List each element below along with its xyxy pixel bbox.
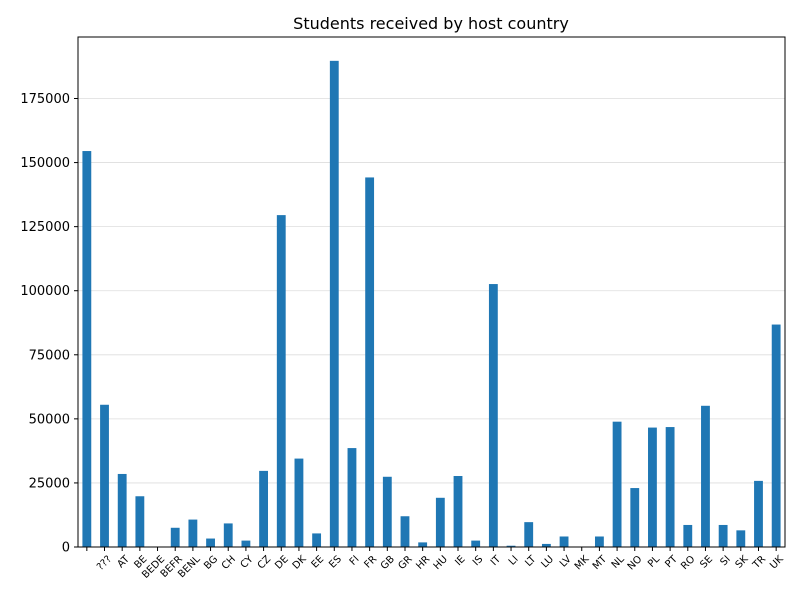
gridlines [78, 98, 785, 548]
bar [718, 524, 728, 547]
bar [82, 151, 92, 547]
y-axis: 0 25000 50000 75000 100000 125000 150000 175000 [20, 92, 78, 556]
x-tick-label: LV [558, 554, 574, 570]
bar [754, 480, 763, 547]
bar [612, 421, 622, 547]
x-tick-label: SI [718, 554, 732, 568]
bar [453, 476, 463, 547]
bar [683, 524, 693, 547]
bar [276, 215, 286, 547]
y-tick-label: 150000 [20, 156, 70, 171]
bar [488, 284, 498, 547]
x-tick-label: BG [202, 554, 220, 572]
bar [259, 470, 269, 547]
bar [701, 405, 710, 547]
bar [241, 540, 251, 547]
x-tick-label: FR [363, 554, 380, 571]
bar [117, 473, 127, 547]
x-tick-label: IE [453, 554, 467, 568]
x-tick-label: NL [610, 554, 627, 571]
bar [506, 545, 516, 547]
x-tick-label: MT [591, 553, 610, 572]
bar [188, 519, 198, 547]
x-tick-label: PL [646, 554, 662, 570]
x-tick-label: SE [698, 554, 715, 571]
x-tick-label: GB [379, 554, 397, 572]
x-tick-label: PT [663, 553, 680, 570]
x-tick-label: IS [471, 554, 485, 568]
bar [541, 543, 551, 547]
bar [630, 488, 640, 547]
x-tick-label: RO [679, 554, 697, 572]
x-tick-label: DK [291, 554, 309, 572]
bar [665, 427, 675, 547]
bar [294, 458, 304, 547]
bar [471, 540, 481, 547]
chart-title: Students received by host country [293, 14, 569, 33]
bar [365, 177, 375, 548]
x-tick-label: ES [327, 554, 344, 571]
bar [736, 530, 746, 547]
y-tick-label: 175000 [20, 92, 70, 107]
y-tick-label: 100000 [20, 284, 70, 299]
bars [82, 60, 781, 548]
x-tick-label: IT [489, 553, 504, 568]
x-tick-label: LT [523, 553, 539, 569]
x-tick-label: AT [115, 553, 132, 570]
x-tick-label: EE [310, 554, 327, 571]
bar [135, 496, 145, 547]
x-tick-label: UK [768, 554, 786, 572]
y-tick-label: 0 [62, 541, 70, 556]
x-tick-label: GR [396, 554, 414, 572]
bar [329, 60, 339, 548]
x-tick-label: ??? [95, 554, 114, 573]
plot-frame [77, 36, 786, 548]
bar [524, 522, 534, 547]
x-tick-label: TR [750, 554, 768, 572]
x-tick-label: SK [734, 554, 751, 571]
x-tick-label: HR [414, 554, 432, 572]
bar [418, 542, 428, 547]
x-tick-label: CZ [256, 554, 274, 572]
bar [771, 324, 781, 547]
y-tick-label: 25000 [29, 476, 70, 491]
bar [400, 516, 410, 547]
bar [347, 448, 357, 547]
x-tick-label: LI [507, 554, 521, 568]
bar [648, 427, 657, 547]
y-tick-label: 75000 [29, 348, 70, 363]
bar [382, 476, 392, 547]
bar [206, 538, 215, 547]
bar [594, 536, 604, 547]
x-tick-label: DE [273, 554, 291, 572]
bar [559, 536, 569, 547]
y-tick-label: 50000 [29, 412, 70, 427]
bar [170, 527, 180, 547]
bar [312, 533, 322, 547]
bar [435, 497, 445, 547]
x-tick-label: FI [348, 554, 362, 568]
y-tick-label: 125000 [20, 220, 70, 235]
x-tick-label: LU [539, 554, 556, 571]
x-tick-label: HU [432, 554, 450, 572]
x-tick-label: NO [626, 554, 645, 573]
bar [223, 523, 233, 547]
x-tick-label: CY [239, 553, 257, 571]
bar [100, 404, 109, 547]
x-tick-label: CH [220, 554, 238, 572]
x-tick-label: MK [573, 554, 592, 573]
